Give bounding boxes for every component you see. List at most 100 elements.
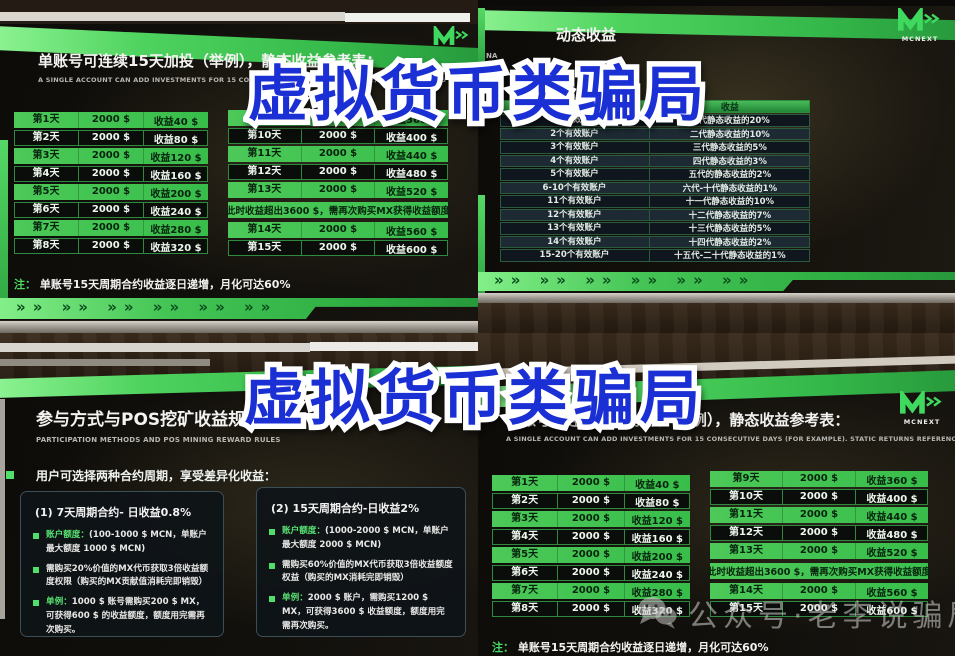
cell-amount: 2000 $ [79, 238, 144, 254]
footnote-label: 注： [14, 278, 36, 291]
bullet-body: (100-1000 $ MCN，单账户最大额度 1000 $ MCN) [46, 530, 207, 554]
wall-panel [478, 303, 955, 333]
bullet-item: 账户额度：(1000-2000 $ MCN，单账户最大额度 2000 $ MCN… [269, 525, 453, 553]
cell-account: 6-10个有效账户 [500, 181, 650, 194]
table-row: 第11天 2000 $ 收益440 $ [710, 507, 928, 523]
mcnext-logo: MCNEXT [896, 8, 944, 43]
cell-amount: 2000 $ [558, 493, 625, 509]
cell-amount: 2000 $ [558, 547, 625, 563]
cell-amount: 2000 $ [302, 182, 376, 198]
table-row: 4个有效账户 四代静态收益的3% [500, 154, 810, 167]
table-row: 第14天 2000 $ 收益560 $ [228, 222, 448, 238]
table-row: 第10天 2000 $ 收益400 $ [710, 489, 928, 505]
bullet-item: 需购买20%价值的MX代币获取3倍收益额度权限（购买的MX贡献值消耗完即销毁） [33, 563, 211, 591]
cell-profit: 收益120 $ [631, 515, 683, 527]
screen-bezel [0, 321, 478, 333]
table-row: 14个有效账户 十四代静态收益的2% [500, 235, 810, 248]
bullet-body: 2000 $ 账户，需购买1200 $ MX，可获得3600 $ 收益额度，额度… [282, 593, 445, 631]
cell-amount: 2000 $ [558, 529, 625, 545]
mcnext-m-icon [433, 26, 469, 45]
cell-profit: 收益40 $ [635, 479, 680, 491]
cell-day: 第6天 [492, 565, 559, 581]
footnote-text: 单账号15天周期合约收益逐日递增，月化可达60% [39, 278, 291, 291]
mcnext-m-icon [898, 8, 940, 31]
chevron-arrows-icon: »» »» »» »» »» »» [494, 271, 756, 289]
cell-amount: 2000 $ [302, 164, 376, 180]
cell-account: 4个有效账户 [500, 154, 650, 167]
watermark: 公众号·老李说骗局 [636, 591, 955, 635]
bullet-text: 单例：1000 $ 账号需购买200 $ MX，可获得600 $ 的收益额度，额… [46, 596, 211, 637]
cell-amount: 2000 $ [558, 583, 625, 599]
cell-profit: 五代的静态收益的2% [688, 170, 772, 181]
bullet-square-icon [269, 596, 275, 602]
cell-profit: 三代静态收益的5% [692, 143, 767, 154]
bullet-square-icon [269, 562, 275, 569]
bullet-square-icon [33, 600, 39, 606]
cell-profit: 收益600 $ [866, 605, 918, 617]
note-row-text: 此时收益超出3600 $，需再次购买MX获得收益额度 [706, 567, 932, 578]
slide-subtitle-en: A SINGLE ACCOUNT CAN ADD INVESTMENTS FOR… [506, 435, 955, 443]
table-row: 第7天 2000 $ 收益280 $ [14, 220, 208, 236]
table-row: 第5天 2000 $ 收益200 $ [492, 547, 690, 563]
contract-bullets: 账户额度：(1000-2000 $ MCN，单账户最大额度 2000 $ MCN… [269, 525, 453, 633]
table-row: 3个有效账户 三代静态收益的5% [500, 141, 810, 154]
cell-day: 第4天 [14, 166, 79, 182]
cell-day: 第13天 [710, 543, 783, 559]
cell-amount: 2000 $ [302, 240, 376, 256]
cell-amount: 2000 $ [302, 222, 376, 238]
cell-day: 第10天 [710, 489, 783, 505]
cell-amount: 2000 $ [79, 130, 144, 146]
cell-profit: 收益160 $ [631, 533, 683, 545]
cell-account: 11个有效账户 [500, 195, 650, 208]
cell-profit: 收益480 $ [386, 168, 438, 180]
cell-profit: 收益80 $ [153, 134, 199, 146]
cell-profit: 收益240 $ [631, 569, 683, 581]
cell-profit: 一代静态收益的20% [689, 116, 770, 127]
cell-profit: 收益160 $ [150, 170, 202, 182]
screen-frame-edge [478, 195, 485, 295]
cell-profit: 收益440 $ [386, 150, 438, 162]
cell-day: 第8天 [492, 601, 559, 617]
cell-amount: 2000 $ [302, 146, 376, 162]
table-row: 15-20个有效账户 十五代-二十代静态收益的1% [500, 249, 810, 262]
table-row: 6-10个有效账户 六代-十代静态收益的1% [500, 181, 810, 194]
wechat-icon [638, 597, 677, 629]
cell-amount: 2000 $ [783, 583, 856, 599]
cell-day: 第14天 [228, 222, 302, 238]
cell-profit: 收益200 $ [631, 551, 683, 563]
cell-amount: 2000 $ [79, 112, 144, 128]
bezel-strip [0, 343, 310, 352]
table-body: 1个有效账户 一代静态收益的20% 2个有效账户 二代静态收益的10% 3个有效… [500, 114, 810, 262]
cell-profit: 十三代静态收益的5% [688, 224, 772, 235]
bullet-label: 单例： [46, 597, 72, 607]
table-row: 第15天 2000 $ 收益600 $ [710, 601, 928, 617]
rows-14-15: 第14天 2000 $ 收益560 $ 第15天 2000 $ 收益600 $ [710, 583, 928, 617]
cell-day: 第12天 [710, 525, 783, 541]
table-row: 13个有效账户 十三代静态收益的5% [500, 222, 810, 235]
cell-amount: 2000 $ [79, 220, 144, 236]
footnote: 注： 单账号15天周期合约收益逐日递增，月化可达60% [14, 276, 290, 292]
table-row: 第8天 2000 $ 收益320 $ [14, 238, 208, 254]
bullet-item: 账户额度：(100-1000 $ MCN，单账户最大额度 1000 $ MCN) [33, 529, 211, 557]
cell-amount: 2000 $ [79, 148, 144, 164]
cell-amount: 2000 $ [783, 543, 856, 559]
scam-stamp-middle: 虚拟货币类骗局 [244, 350, 706, 437]
chevron-arrows-icon: »» »» »» »» »» »» [16, 298, 278, 316]
table-row: 第4天 2000 $ 收益160 $ [492, 529, 690, 545]
cell-profit: 六代-十代静态收益的1% [682, 183, 778, 194]
table-row: 第12天 2000 $ 收益480 $ [228, 164, 448, 180]
cell-profit: 十二代静态收益的7% [688, 210, 772, 221]
contract-box-7day: (1) 7天周期合约- 日收益0.8% 账户额度：(100-1000 $ MCN… [20, 491, 224, 637]
bullet-text: 需购买20%价值的MX代币获取3倍收益额度权限（购买的MX贡献值消耗完即销毁） [46, 563, 211, 591]
cell-profit: 收益400 $ [866, 493, 918, 505]
cell-account: 3个有效账户 [500, 141, 650, 154]
cell-account: 5个有效账户 [500, 168, 650, 181]
table-row: 11个有效账户 十一代静态收益的10% [500, 195, 810, 208]
bullet-square-icon [33, 566, 39, 573]
cell-account: 12个有效账户 [500, 208, 650, 221]
screen-frame-edge [0, 140, 8, 312]
cell-amount: 2000 $ [783, 601, 856, 617]
scam-stamp-top: 虚拟货币类骗局 [248, 46, 710, 133]
returns-table-days-9-15: 第9天 2000 $ 收益360 $ 第10天 2000 $ 收益400 $ 第… [706, 471, 932, 617]
intro-line: 用户可选择两种合约周期，享受差异化收益： [36, 469, 277, 483]
